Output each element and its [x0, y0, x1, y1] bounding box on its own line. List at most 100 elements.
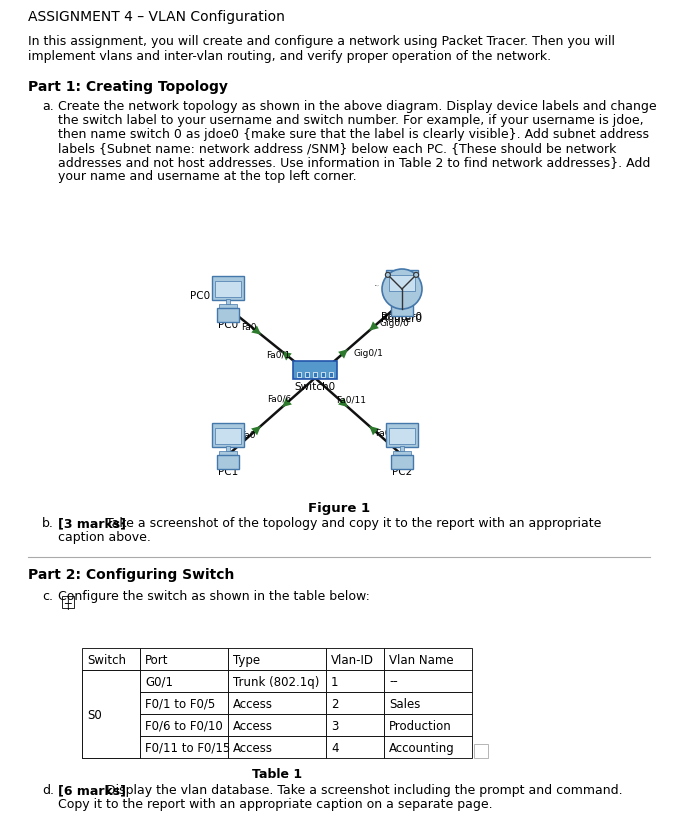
Bar	[400, 446, 404, 451]
Text: Access: Access	[233, 720, 273, 733]
Text: S0: S0	[87, 709, 102, 721]
Text: 4: 4	[331, 741, 338, 754]
Bar	[228, 736, 326, 758]
Text: Copy it to the report with an appropriate caption on a separate page.: Copy it to the report with an appropriat…	[58, 798, 493, 811]
Text: Fa0: Fa0	[240, 431, 256, 440]
Bar	[82, 714, 140, 736]
Bar	[384, 714, 472, 736]
Text: Router0: Router0	[382, 312, 422, 322]
Bar	[228, 692, 326, 714]
Text: F0/11 to F0/15: F0/11 to F0/15	[145, 741, 231, 754]
FancyBboxPatch shape	[217, 455, 239, 469]
Text: PC0: PC0	[190, 291, 210, 301]
Text: In this assignment, you will create and configure a network using Packet Tracer.: In this assignment, you will create and …	[28, 35, 615, 48]
Text: Access: Access	[233, 741, 273, 754]
FancyBboxPatch shape	[391, 455, 413, 469]
Text: Access: Access	[233, 697, 273, 710]
FancyBboxPatch shape	[391, 302, 413, 316]
Text: Gig0/1: Gig0/1	[353, 349, 383, 358]
Bar	[82, 670, 140, 692]
Text: Create the network topology as shown in the above diagram. Display device labels: Create the network topology as shown in …	[58, 100, 656, 113]
FancyBboxPatch shape	[386, 270, 418, 294]
Text: Vlan-ID: Vlan-ID	[331, 653, 374, 666]
Bar	[389, 428, 415, 444]
Bar	[82, 736, 140, 758]
Bar	[228, 670, 326, 692]
Bar	[384, 648, 472, 670]
Text: Fa0/11: Fa0/11	[336, 396, 366, 404]
Text: 3: 3	[331, 720, 338, 733]
Polygon shape	[282, 351, 292, 360]
Text: PC2: PC2	[392, 467, 412, 477]
Text: Trunk (802.1q): Trunk (802.1q)	[233, 676, 319, 689]
Bar	[82, 670, 140, 758]
Polygon shape	[282, 398, 292, 407]
Text: F0/6 to F0/10: F0/6 to F0/10	[145, 720, 223, 733]
Text: Gig0/0: Gig0/0	[379, 319, 409, 328]
Bar	[384, 670, 472, 692]
Text: labels {Subnet name: network address /SNM} below each PC. {These should be netwo: labels {Subnet name: network address /SN…	[58, 142, 616, 155]
Bar	[393, 298, 411, 302]
Bar	[226, 299, 230, 304]
Text: G0/1: G0/1	[145, 676, 173, 689]
Bar	[326, 736, 384, 758]
Text: Gig0/0: Gig0/0	[376, 284, 380, 286]
Text: Fa0: Fa0	[375, 428, 391, 437]
Text: Configure the switch as shown in the table below:: Configure the switch as shown in the tab…	[58, 590, 370, 603]
Circle shape	[385, 272, 391, 277]
Text: Table 1: Table 1	[252, 768, 302, 781]
Bar	[140, 714, 228, 736]
Bar	[326, 692, 384, 714]
Polygon shape	[338, 349, 348, 359]
Text: Display the vlan database. Take a screenshot including the prompt and command.: Display the vlan database. Take a screen…	[102, 784, 622, 797]
Bar	[219, 451, 237, 455]
Bar	[326, 714, 384, 736]
Text: 2: 2	[331, 697, 338, 710]
Bar	[305, 372, 309, 377]
Bar	[228, 648, 326, 670]
FancyBboxPatch shape	[217, 308, 239, 322]
Bar	[326, 648, 384, 670]
Polygon shape	[338, 398, 348, 407]
Polygon shape	[252, 325, 261, 334]
Text: [6 marks]: [6 marks]	[58, 784, 126, 797]
Text: Fa0/6: Fa0/6	[267, 394, 291, 403]
Text: Port: Port	[145, 653, 169, 666]
Bar	[82, 692, 140, 714]
Bar	[140, 692, 228, 714]
Text: Switch0: Switch0	[294, 382, 336, 392]
Bar	[62, 596, 74, 608]
Text: F0/1 to F0/5: F0/1 to F0/5	[145, 697, 215, 710]
Text: Sales: Sales	[389, 697, 420, 710]
Bar	[219, 304, 237, 308]
Text: Switch: Switch	[87, 653, 126, 666]
Text: --: --	[389, 676, 398, 689]
Bar	[393, 451, 411, 455]
FancyBboxPatch shape	[293, 361, 337, 379]
Bar	[215, 428, 241, 444]
Polygon shape	[369, 321, 379, 330]
Polygon shape	[369, 426, 379, 435]
Bar	[400, 293, 404, 298]
Text: Fa0: Fa0	[241, 323, 257, 331]
Bar	[140, 670, 228, 692]
Polygon shape	[251, 426, 261, 435]
Text: 1: 1	[331, 676, 338, 689]
FancyBboxPatch shape	[212, 276, 244, 300]
Bar	[226, 446, 230, 451]
Text: Type: Type	[233, 653, 260, 666]
Bar	[389, 275, 415, 291]
Text: a.: a.	[42, 100, 54, 113]
Text: ASSIGNMENT 4 – VLAN Configuration: ASSIGNMENT 4 – VLAN Configuration	[28, 10, 285, 24]
Text: Figure 1: Figure 1	[308, 502, 370, 515]
Bar	[384, 736, 472, 758]
Bar	[326, 670, 384, 692]
Text: addresses and not host addresses. Use information in Table 2 to find network add: addresses and not host addresses. Use in…	[58, 156, 650, 169]
Text: Part 1: Creating Topology: Part 1: Creating Topology	[28, 80, 228, 94]
Text: c.: c.	[42, 590, 53, 603]
Text: implement vlans and inter-vlan routing, and verify proper operation of the netwo: implement vlans and inter-vlan routing, …	[28, 50, 551, 63]
Circle shape	[382, 269, 422, 309]
Text: the switch label to your username and switch number. For example, if your userna: the switch label to your username and sw…	[58, 114, 643, 127]
Text: Fa0/1: Fa0/1	[266, 350, 290, 359]
Text: Part 2: Configuring Switch: Part 2: Configuring Switch	[28, 568, 235, 582]
